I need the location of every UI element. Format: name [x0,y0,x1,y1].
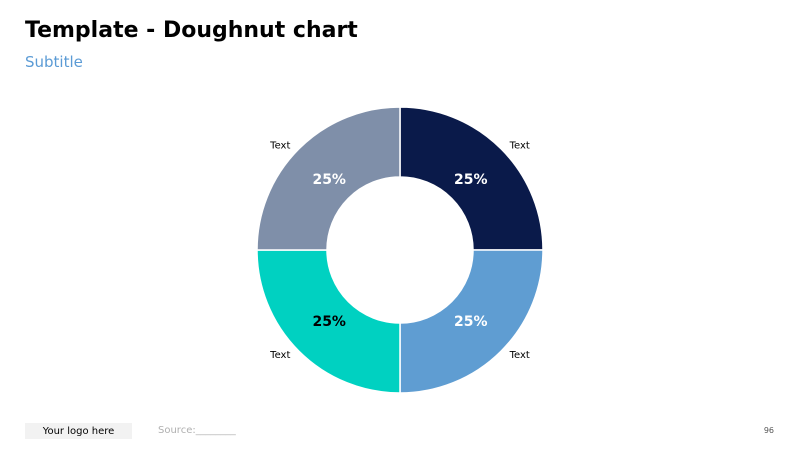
doughnut-segment-3 [256,249,401,394]
segment-category-label-4: Text [269,140,290,151]
page-subtitle: Subtitle [25,53,83,71]
segment-category-label-3: Text [269,350,290,361]
doughnut-segment-2 [399,249,544,394]
segment-value-label-2: 25% [454,314,488,330]
source-note: Source:________ [158,425,236,436]
segment-value-label-4: 25% [312,172,346,188]
segment-category-label-2: Text [509,350,530,361]
doughnut-segment-1 [399,106,544,251]
segment-category-label-1: Text [509,140,530,151]
segment-value-label-3: 25% [312,314,346,330]
page-number: 96 [763,426,774,435]
segment-value-label-1: 25% [454,172,488,188]
page-title: Template - Doughnut chart [25,18,358,43]
doughnut-segment-4 [256,106,401,251]
logo-placeholder: Your logo here [25,423,132,439]
